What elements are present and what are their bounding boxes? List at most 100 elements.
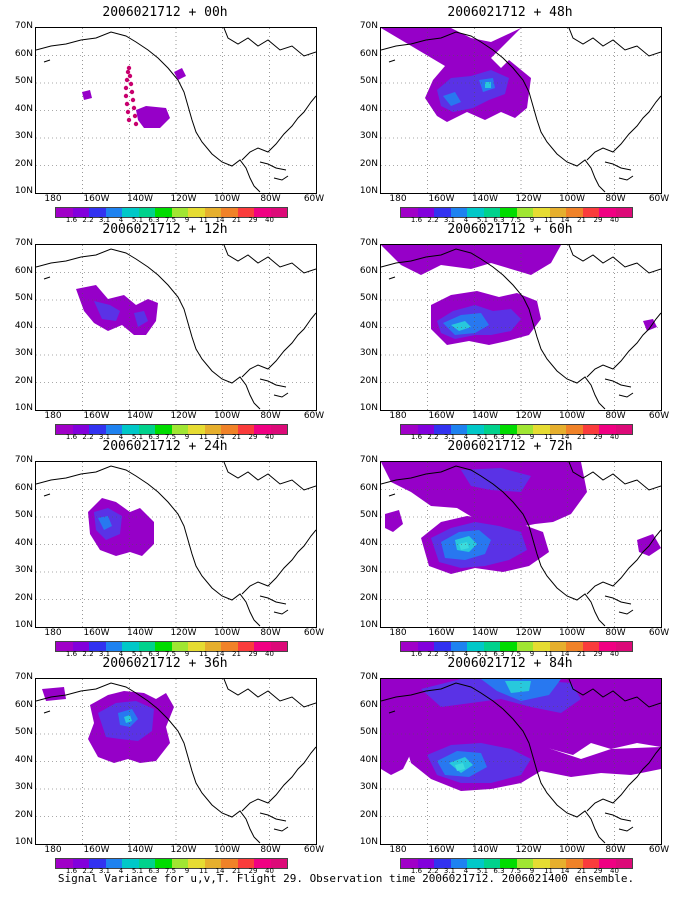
map-svg (36, 28, 316, 193)
colorbar-swatch (221, 208, 238, 217)
colorbar-swatch (72, 425, 89, 434)
colorbar-swatch (254, 859, 271, 868)
colorbar-label: 7.5 (164, 867, 177, 875)
colorbar-label: 9 (184, 867, 190, 875)
colorbar-label: 6.3 (493, 867, 505, 875)
colorbar-swatch (615, 425, 632, 434)
variance-contour (136, 106, 170, 128)
colorbar-label: 3.1 (443, 650, 456, 658)
longitude-label: 180 (389, 845, 407, 855)
variance-contour (381, 28, 531, 122)
colorbar-swatch (155, 642, 172, 651)
longitude-label: 100W (558, 628, 586, 638)
colorbar-label: 40 (265, 650, 274, 658)
coastline (388, 276, 396, 280)
latitude-label: 30N (359, 565, 378, 575)
coastline (273, 609, 289, 615)
colorbar-label: 7.5 (509, 216, 522, 224)
latitude-label: 70N (359, 455, 378, 465)
longitude-label: 160W (428, 628, 455, 638)
colorbar-label: 5.1 (131, 433, 144, 441)
colorbar-label: 3.1 (98, 650, 111, 658)
flight-track-dot (124, 77, 130, 83)
colorbar-swatch (549, 425, 566, 434)
flight-track-dot (133, 121, 139, 127)
map-panel: 2006021712 + 84h 70N 60N 50N 40N 30N 20N 10N 180… (345, 656, 675, 875)
colorbar-label: 1.6 (65, 216, 78, 224)
coastline (568, 462, 661, 491)
panel-title: 2006021712 + 60h (447, 222, 573, 237)
latitude-label: 30N (359, 131, 378, 141)
latitude-label: 70N (14, 238, 33, 248)
flight-track-dot (132, 113, 138, 119)
latitude-label: 40N (14, 754, 33, 765)
colorbar-swatch (401, 425, 418, 434)
colorbar-label: 9 (529, 650, 535, 658)
coastline (388, 710, 396, 714)
longitude-label: 80W (605, 411, 626, 421)
longitude-label: 60W (303, 628, 325, 638)
coastline (259, 161, 287, 171)
coastline (618, 826, 634, 832)
latitude-label: 50N (14, 510, 33, 520)
latitude-label: 60N (359, 699, 378, 710)
latitude-label: 20N (14, 809, 33, 820)
colorbar-label: 21 (232, 650, 241, 658)
longitude-label: 140W (126, 411, 154, 421)
colorbar-swatch (582, 425, 599, 434)
coastline (586, 95, 661, 161)
coastline (381, 248, 606, 410)
latitude-label: 10N (359, 403, 378, 413)
longitude-label: 100W (558, 194, 586, 204)
colorbar-swatch (204, 425, 221, 434)
colorbar-swatch (105, 642, 122, 651)
colorbar-label: 29 (248, 650, 258, 658)
colorbar-swatch (171, 642, 188, 651)
colorbar-swatch (516, 859, 533, 868)
coastline (223, 679, 316, 708)
colorbar-label: 9 (184, 216, 190, 224)
latitude-label: 10N (359, 837, 378, 847)
variance-contour (637, 534, 661, 556)
flight-track-dot (128, 81, 134, 87)
longitude-label: 80W (605, 845, 626, 855)
longitude-label: 180 (44, 411, 62, 421)
colorbar-swatch (417, 208, 434, 217)
map-panel: 2006021712 + 72h 70N 60N 50N 40N 30N 20N 10N 180… (345, 439, 675, 658)
longitude-label: 160W (83, 194, 110, 204)
variance-contour (82, 90, 92, 100)
colorbar-swatch (450, 859, 467, 868)
colorbar-label: 6.3 (148, 433, 160, 441)
colorbar-label: 4 (463, 216, 469, 224)
flight-track-dot (123, 93, 129, 99)
latitude-label: 70N (14, 455, 33, 465)
colorbar-swatch (516, 425, 533, 434)
colorbar-label: 11 (544, 867, 553, 875)
coastline (43, 276, 51, 280)
colorbar-label: 29 (593, 433, 603, 441)
colorbar-swatch (155, 859, 172, 868)
latitude-label: 30N (359, 782, 378, 792)
longitude-label: 60W (303, 194, 325, 204)
flight-track-dot (126, 65, 132, 71)
longitude-label: 80W (605, 194, 626, 204)
colorbar-swatch (122, 425, 139, 434)
longitude-label: 180 (389, 411, 407, 421)
colorbar-swatch (615, 208, 632, 217)
coastline (223, 462, 316, 491)
colorbar-swatch (204, 208, 221, 217)
longitude-label: 80W (260, 194, 281, 204)
colorbar-label: 5.1 (476, 867, 489, 875)
colorbar-label: 21 (577, 216, 586, 224)
longitude-label: 180 (44, 628, 62, 638)
longitude-label: 160W (83, 845, 110, 855)
colorbar-swatch (254, 425, 271, 434)
longitude-label: 100W (213, 411, 241, 421)
map-svg (381, 28, 661, 193)
longitude-label: 120W (170, 628, 197, 638)
colorbar-swatch (56, 425, 73, 434)
map-panel: 2006021712 + 48h 70N 60N 50N 40N 30N 20N 10N 180… (345, 5, 675, 224)
colorbar-swatch (122, 859, 139, 868)
latitude-label: 40N (14, 320, 33, 331)
map-area (380, 678, 662, 845)
